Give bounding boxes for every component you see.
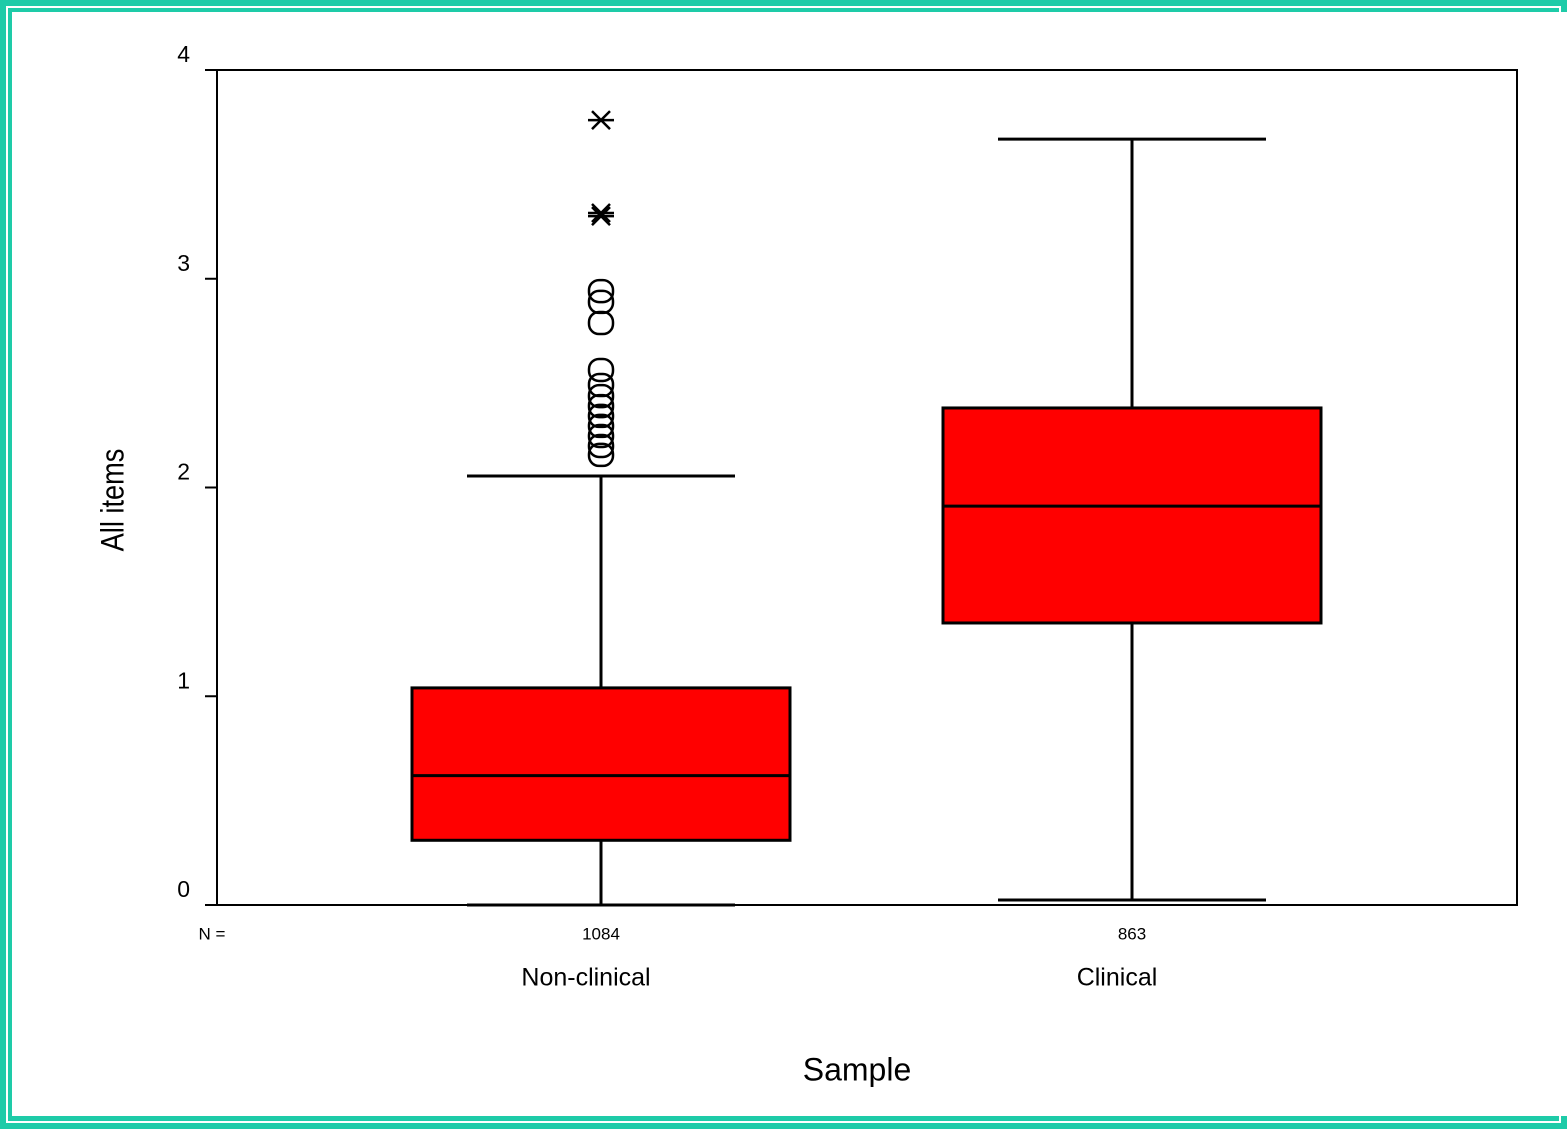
- outlier: [587, 442, 615, 468]
- n-value: 1084: [582, 924, 620, 943]
- outlier: [587, 403, 615, 429]
- extreme: [588, 110, 614, 130]
- outlier: [587, 278, 615, 304]
- y-axis-title: All items: [95, 449, 131, 552]
- outlier: [587, 383, 615, 409]
- y-tick-label: 3: [177, 250, 190, 276]
- n-label: N =: [199, 924, 226, 943]
- n-value: 863: [1118, 924, 1146, 943]
- y-tick-label: 0: [177, 876, 190, 902]
- box: [941, 406, 1323, 625]
- x-tick-label: Non-clinical: [521, 964, 650, 992]
- extreme: [588, 203, 614, 223]
- outlier: [587, 357, 615, 383]
- y-tick-label: 4: [177, 41, 190, 67]
- x-axis-title: Sample: [803, 1051, 912, 1087]
- x-tick-label: Clinical: [1077, 964, 1158, 992]
- outlier: [587, 289, 615, 315]
- box: [410, 686, 792, 842]
- outlier: [587, 433, 615, 459]
- y-tick-label: 2: [177, 459, 190, 485]
- outlier: [587, 423, 615, 449]
- extreme: [588, 206, 614, 227]
- y-tick-label: 1: [177, 667, 190, 693]
- outlier: [587, 372, 615, 398]
- outlier: [587, 413, 615, 439]
